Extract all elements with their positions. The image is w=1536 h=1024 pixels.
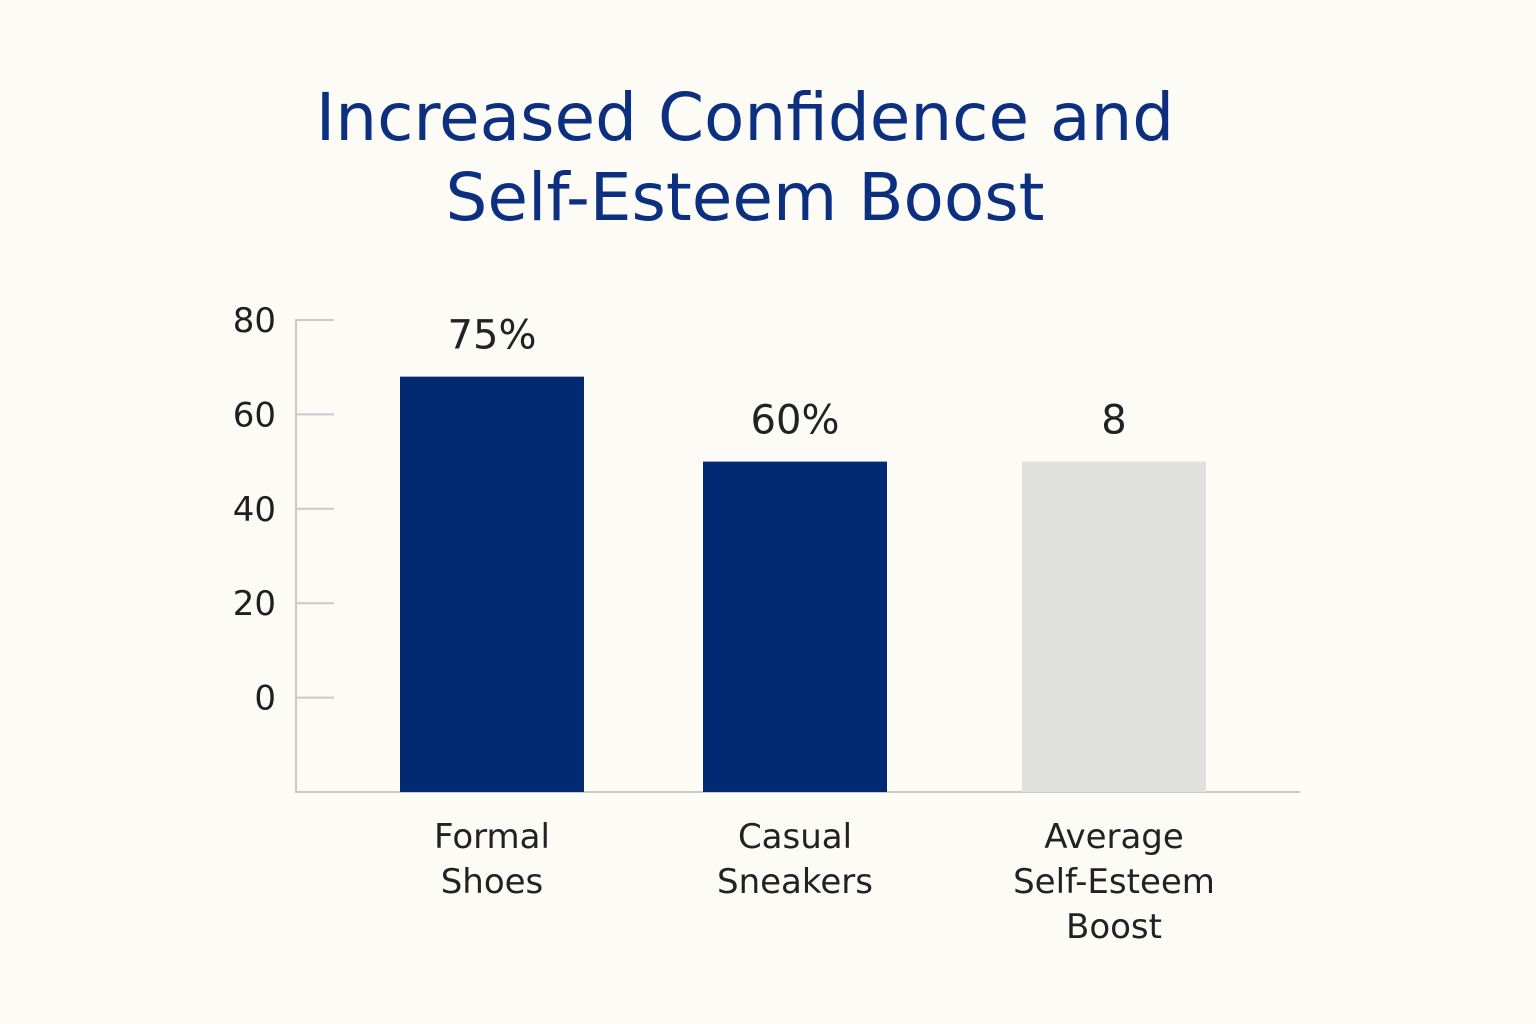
bar bbox=[703, 461, 887, 792]
chart-title: Increased Confidence and Self-Esteem Boo… bbox=[0, 78, 1490, 238]
y-tick-label: 40 bbox=[233, 490, 276, 530]
y-tick-label: 0 bbox=[254, 679, 276, 719]
x-category-label: Self-Esteem bbox=[1013, 862, 1215, 902]
y-tick-label: 20 bbox=[233, 584, 276, 624]
x-category-label: Formal bbox=[434, 817, 550, 857]
chart-title-line-2: Self-Esteem Boost bbox=[445, 159, 1045, 236]
x-category-label: Shoes bbox=[441, 862, 544, 902]
bar bbox=[400, 376, 584, 792]
bar bbox=[1022, 461, 1206, 792]
bar-value-label: 75% bbox=[448, 313, 537, 359]
x-category-label: Sneakers bbox=[717, 862, 873, 902]
x-category-label: Boost bbox=[1066, 907, 1162, 947]
x-category-label: Average bbox=[1044, 817, 1184, 857]
bar-value-label: 8 bbox=[1101, 398, 1126, 444]
bar-value-label: 60% bbox=[751, 398, 840, 444]
y-tick-label: 60 bbox=[233, 395, 276, 435]
chart-title-line-1: Increased Confidence and bbox=[315, 79, 1175, 156]
y-tick-label: 80 bbox=[233, 301, 276, 341]
x-category-label: Casual bbox=[738, 817, 852, 857]
